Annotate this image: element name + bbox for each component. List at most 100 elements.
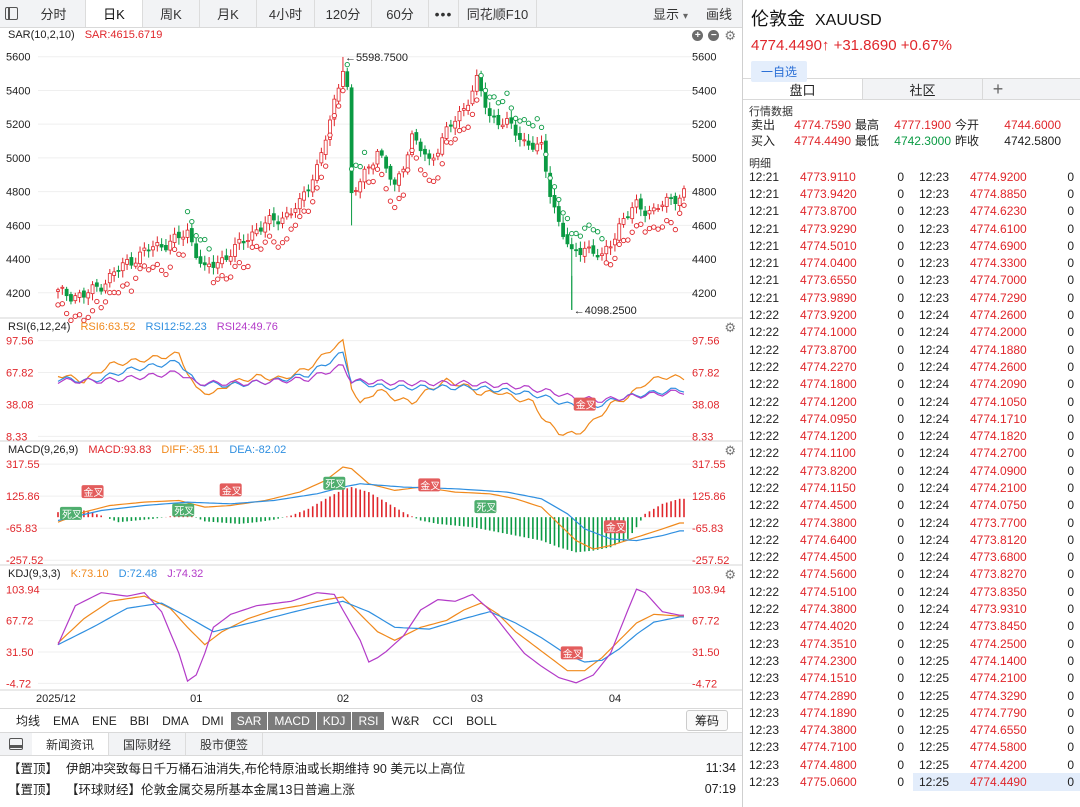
tick-volume: 0 bbox=[897, 394, 904, 409]
tick-volume: 0 bbox=[1067, 446, 1074, 461]
chart-area[interactable]: 4200 4200 4400 4400 4600 4600 4800 4800 5000 5000… bbox=[0, 28, 742, 708]
sar-dot bbox=[361, 149, 368, 156]
sar-dot bbox=[599, 236, 605, 242]
tab-timeshare[interactable]: 分时 bbox=[22, 0, 86, 27]
tab-4hour[interactable]: 4小时 bbox=[257, 0, 315, 27]
indicator-boll[interactable]: BOLL bbox=[466, 713, 497, 728]
gear-icon[interactable]: ⚙ bbox=[724, 320, 736, 335]
tick-time: 12:23 bbox=[919, 290, 950, 305]
zoom-in-icon[interactable]: + bbox=[692, 30, 704, 41]
indicator-rsi[interactable]: RSI bbox=[352, 711, 385, 730]
macd-panel-title: MACD(9,26,9) MACD:93.83 DIFF:-35.11 DEA:… bbox=[8, 444, 293, 456]
indicator-macd[interactable]: MACD bbox=[268, 711, 316, 730]
indicator-sar[interactable]: SAR bbox=[230, 711, 268, 730]
indicator-ma[interactable]: 均线 bbox=[16, 714, 41, 728]
gear-icon[interactable]: ⚙ bbox=[724, 567, 736, 582]
tick-time: 12:24 bbox=[919, 515, 950, 530]
indicator-dmi[interactable]: DMI bbox=[201, 713, 224, 728]
gear-icon[interactable]: ⚙ bbox=[724, 443, 736, 458]
display-menu-button[interactable]: 显示 ▾ bbox=[653, 4, 688, 23]
tick-cell: 12:24 4774.2700 0 bbox=[913, 445, 1080, 462]
indicator-dma[interactable]: DMA bbox=[162, 713, 189, 728]
tick-time: 12:24 bbox=[919, 584, 950, 599]
gold-cross-label: 金叉 bbox=[84, 486, 104, 499]
news-item[interactable]: 【置顶】 【环球财经】伦敦金属交易所基本金属13日普遍上涨 07:19 bbox=[0, 778, 742, 799]
tick-price: 4774.0900 bbox=[970, 463, 1027, 478]
tick-volume: 0 bbox=[1067, 273, 1074, 288]
tab-community[interactable]: 社区 bbox=[863, 79, 983, 99]
candle-body bbox=[656, 208, 660, 210]
y-tick-label-left: 4800 bbox=[6, 187, 30, 199]
add-tab-icon[interactable]: + bbox=[992, 78, 1004, 99]
chip-distribution-button[interactable]: 筹码 bbox=[685, 710, 728, 731]
tab-stock-notes[interactable]: 股市便签 bbox=[186, 733, 264, 755]
sar-dot bbox=[448, 140, 454, 146]
sar-dot bbox=[141, 263, 147, 269]
sar-panel-controls: + − ⚙ bbox=[692, 28, 736, 43]
tick-row: 12:22 4774.1100 0 12:24 4774.2700 0 bbox=[743, 445, 1080, 462]
tick-row: 12:22 4773.9200 0 12:24 4774.2600 0 bbox=[743, 306, 1080, 323]
sar-dot bbox=[180, 252, 186, 258]
tab-120min[interactable]: 120分 bbox=[315, 0, 372, 27]
indicator-cci[interactable]: CCI bbox=[432, 713, 454, 728]
tick-price: 4774.4200 bbox=[970, 757, 1027, 772]
tab-news[interactable]: 新闻资讯 bbox=[32, 733, 110, 755]
sar-dot bbox=[495, 100, 502, 106]
indicator-ene[interactable]: ENE bbox=[92, 713, 117, 728]
tab-orderbook[interactable]: 盘口 bbox=[743, 79, 863, 99]
y-tick-label-right: 4800 bbox=[692, 187, 716, 199]
kdj-panel-title: KDJ(9,3,3) K:73.10 D:72.48 J:74.32 bbox=[8, 568, 210, 580]
kline-chart[interactable]: 4200 4200 4400 4400 4600 4600 4800 4800 5000 5000… bbox=[0, 28, 742, 708]
tick-row: 12:22 4774.3800 0 12:24 4773.7700 0 bbox=[743, 514, 1080, 531]
sar-dot bbox=[236, 259, 242, 266]
tick-cell: 12:25 4774.4200 0 bbox=[913, 756, 1080, 773]
sar-panel-title: SAR(10,2,10) SAR:4615.6719 bbox=[8, 29, 169, 41]
tick-time: 12:23 bbox=[919, 186, 950, 201]
sar-dot bbox=[677, 210, 683, 216]
zoom-out-icon[interactable]: − bbox=[708, 30, 720, 41]
news-headline[interactable]: 【环球财经】伦敦金属交易所基本金属13日普遍上涨 bbox=[66, 783, 355, 797]
sar-dot bbox=[387, 198, 394, 204]
indicator-wr[interactable]: W&R bbox=[391, 713, 420, 728]
indicator-ema[interactable]: EMA bbox=[53, 713, 80, 728]
more-periods-button[interactable]: ••• bbox=[429, 0, 459, 27]
tick-price: 4774.4490 bbox=[970, 775, 1027, 790]
tick-price: 4774.2100 bbox=[970, 480, 1027, 495]
tick-cell: 12:24 4774.2600 0 bbox=[913, 306, 1080, 323]
tick-volume: 0 bbox=[1067, 550, 1074, 565]
candle-body bbox=[133, 262, 138, 267]
candle-body bbox=[77, 292, 82, 298]
news-item[interactable]: 【置顶】 伊朗冲突致每日千万桶石油消失,布伦特原油或长期维持 90 美元以上高位… bbox=[0, 757, 742, 778]
news-tabs: 新闻资讯 国际财经 股市便签 bbox=[0, 732, 742, 756]
gear-icon[interactable]: ⚙ bbox=[724, 28, 736, 43]
k-value: K:73.10 bbox=[70, 568, 109, 580]
add-watchlist-button[interactable]: 一自选 bbox=[751, 61, 808, 82]
tick-cell: 12:25 4774.3290 0 bbox=[913, 687, 1080, 704]
y-tick-label-left: -4.72 bbox=[6, 678, 31, 690]
tab-daily-k[interactable]: 日K bbox=[86, 0, 143, 27]
indicator-bbi[interactable]: BBI bbox=[129, 713, 150, 728]
tick-time: 12:22 bbox=[749, 308, 780, 323]
sar-dot bbox=[120, 283, 126, 289]
tick-price: 4774.7290 bbox=[970, 290, 1027, 305]
news-headline[interactable]: 伊朗冲突致每日千万桶石油消失,布伦特原油或长期维持 90 美元以上高位 bbox=[66, 762, 466, 776]
tick-volume: 0 bbox=[897, 308, 904, 323]
candle-body bbox=[392, 179, 397, 185]
tick-price: 4774.1880 bbox=[970, 342, 1027, 357]
tab-intl-finance[interactable]: 国际财经 bbox=[109, 733, 187, 755]
tab-60min[interactable]: 60分 bbox=[372, 0, 429, 27]
indicator-kdj[interactable]: KDJ bbox=[316, 711, 352, 730]
tab-weekly-k[interactable]: 周K bbox=[143, 0, 200, 27]
sar-dot bbox=[158, 267, 165, 273]
tab-monthly-k[interactable]: 月K bbox=[200, 0, 257, 27]
sar-dot bbox=[504, 90, 510, 96]
tick-row: 12:23 4774.3800 0 12:25 4774.6550 0 bbox=[743, 722, 1080, 739]
sidebar-toggle-button[interactable] bbox=[0, 0, 22, 27]
tick-cell: 12:24 4773.8450 0 bbox=[913, 618, 1080, 635]
news-toggle-button[interactable] bbox=[0, 733, 32, 755]
tick-cell: 12:24 4773.8120 0 bbox=[913, 531, 1080, 548]
tick-cell: 12:23 4774.7000 0 bbox=[913, 272, 1080, 289]
tick-price: 4774.0400 bbox=[800, 256, 857, 271]
draw-line-button[interactable]: 画线 bbox=[705, 7, 732, 22]
tab-f10[interactable]: 同花顺F10 bbox=[459, 0, 537, 27]
